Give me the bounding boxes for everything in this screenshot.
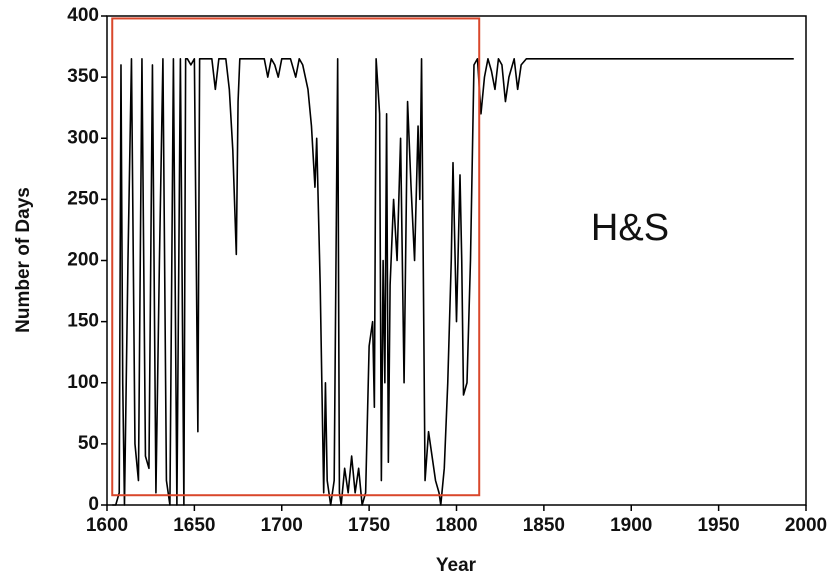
y-tick-label: 50 bbox=[78, 433, 99, 454]
y-tick-label: 100 bbox=[67, 372, 99, 393]
x-tick-label: 1650 bbox=[173, 515, 215, 536]
x-tick-label: 1700 bbox=[261, 515, 303, 536]
y-tick-label: 300 bbox=[67, 127, 99, 148]
x-tick-label: 1750 bbox=[348, 515, 390, 536]
annotation: H&S bbox=[591, 207, 669, 249]
x-tick-label: 2000 bbox=[785, 515, 827, 536]
plot-frame bbox=[106, 15, 807, 506]
x-tick-label: 1850 bbox=[523, 515, 565, 536]
x-tick-label: 1950 bbox=[697, 515, 739, 536]
highlight-box bbox=[111, 17, 481, 497]
y-tick-label: 250 bbox=[67, 188, 99, 209]
x-axis-label: Year bbox=[436, 555, 477, 576]
y-tick-label: 350 bbox=[67, 66, 99, 87]
x-tick-label: 1600 bbox=[86, 515, 128, 536]
y-tick-label: 400 bbox=[67, 5, 99, 26]
data-line bbox=[112, 57, 794, 506]
y-tick-label: 200 bbox=[67, 250, 99, 271]
x-tick-label: 1900 bbox=[610, 515, 652, 536]
y-axis-label: Number of Days bbox=[13, 187, 34, 333]
y-tick-label: 150 bbox=[67, 311, 99, 332]
x-tick-label: 1800 bbox=[435, 515, 477, 536]
y-tick-label: 0 bbox=[88, 494, 99, 515]
